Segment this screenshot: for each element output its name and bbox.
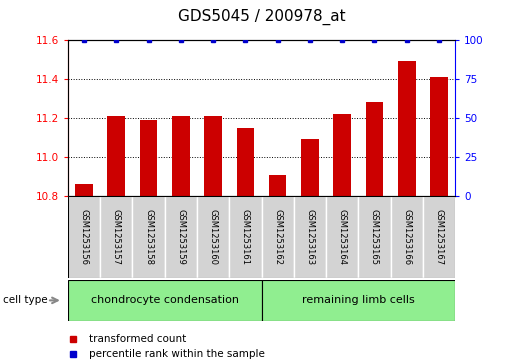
Text: GDS5045 / 200978_at: GDS5045 / 200978_at	[178, 9, 345, 25]
Bar	[366, 102, 383, 196]
Bar	[236, 128, 254, 196]
Bar	[358, 196, 391, 278]
Bar	[301, 139, 319, 196]
Bar	[165, 196, 197, 278]
Text: GSM1253166: GSM1253166	[402, 209, 411, 265]
Text: GSM1253159: GSM1253159	[176, 209, 185, 265]
Bar	[423, 196, 455, 278]
Text: GSM1253164: GSM1253164	[338, 209, 347, 265]
Text: GSM1253160: GSM1253160	[209, 209, 218, 265]
Bar	[398, 61, 415, 196]
Text: remaining limb cells: remaining limb cells	[302, 295, 415, 305]
Bar	[204, 116, 222, 196]
Bar	[100, 196, 132, 278]
Bar	[333, 114, 351, 196]
Bar	[197, 196, 229, 278]
Bar	[326, 196, 358, 278]
Text: GSM1253162: GSM1253162	[273, 209, 282, 265]
Bar	[68, 280, 262, 321]
Bar	[262, 196, 294, 278]
Bar	[68, 196, 100, 278]
Bar	[430, 77, 448, 196]
Text: GSM1253157: GSM1253157	[112, 209, 121, 265]
Bar	[140, 120, 157, 196]
Bar	[262, 280, 455, 321]
Text: GSM1253167: GSM1253167	[435, 209, 444, 265]
Text: GSM1253165: GSM1253165	[370, 209, 379, 265]
Bar	[172, 116, 190, 196]
Text: GSM1253161: GSM1253161	[241, 209, 250, 265]
Bar	[108, 116, 125, 196]
Text: GSM1253163: GSM1253163	[305, 209, 314, 265]
Text: GSM1253158: GSM1253158	[144, 209, 153, 265]
Bar	[229, 196, 262, 278]
Bar	[132, 196, 165, 278]
Bar	[269, 175, 287, 196]
Text: GSM1253156: GSM1253156	[79, 209, 88, 265]
Bar	[75, 184, 93, 196]
Bar	[391, 196, 423, 278]
Bar	[294, 196, 326, 278]
Text: cell type: cell type	[3, 295, 47, 305]
Text: percentile rank within the sample: percentile rank within the sample	[89, 349, 265, 359]
Text: transformed count: transformed count	[89, 334, 186, 344]
Text: chondrocyte condensation: chondrocyte condensation	[91, 295, 238, 305]
